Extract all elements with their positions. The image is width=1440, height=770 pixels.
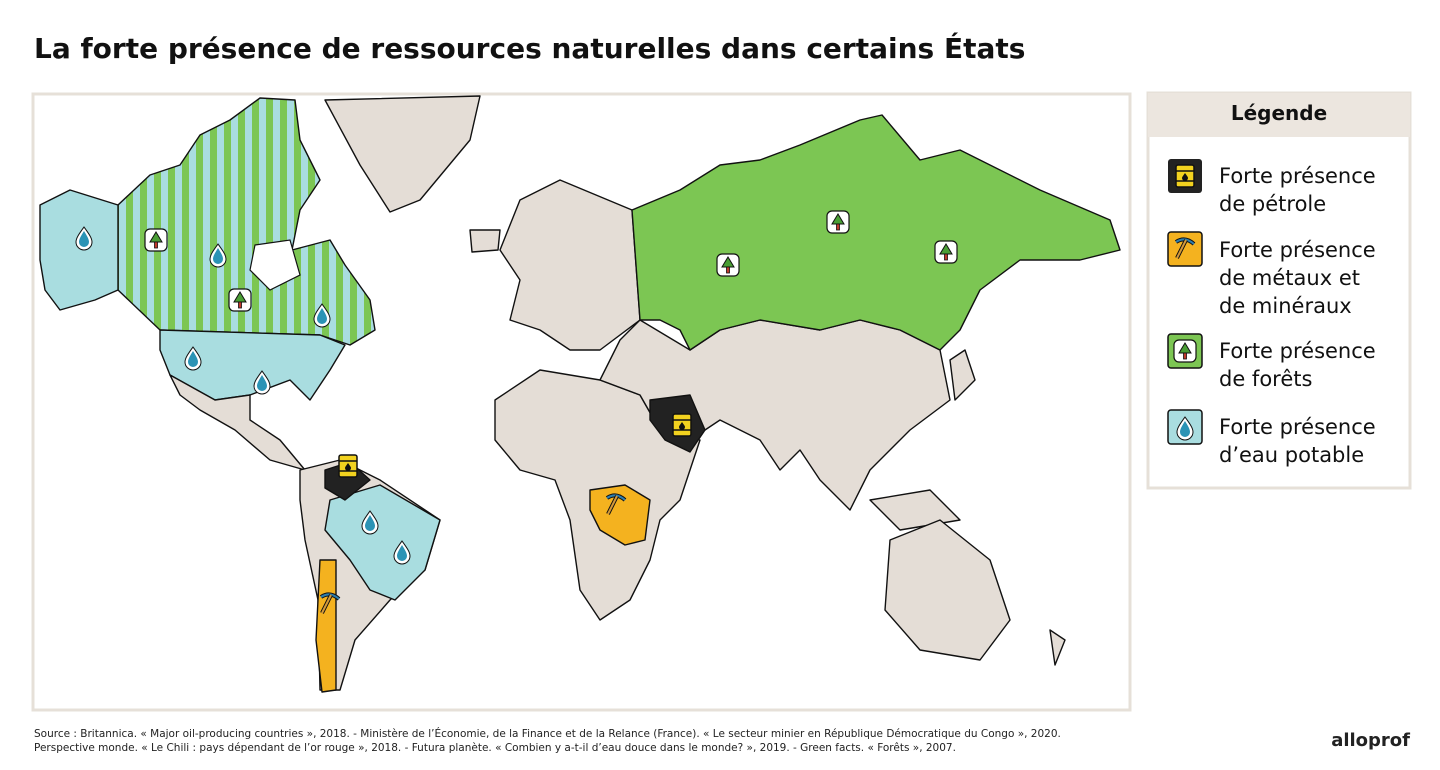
legend-line: d’eau potable bbox=[1219, 443, 1364, 467]
source-line: Source : Britannica. « Major oil-produci… bbox=[34, 727, 1061, 740]
legend-label: Forte présence d’eau potable bbox=[1219, 415, 1382, 467]
legend-line: de forêts bbox=[1219, 367, 1312, 391]
legend-line: Forte présence bbox=[1219, 415, 1376, 439]
map bbox=[31, 92, 1132, 712]
legend-line: Forte présence bbox=[1219, 164, 1376, 188]
legend-line: Forte présence bbox=[1219, 339, 1376, 363]
legend-label: Forte présence de pétrole bbox=[1219, 164, 1382, 216]
legend-line: de métaux et bbox=[1219, 266, 1360, 290]
legend-line: Forte présence bbox=[1219, 238, 1376, 262]
legend-line: de minéraux bbox=[1219, 294, 1352, 318]
title: La forte présence de ressources naturell… bbox=[34, 31, 1025, 65]
legend-label: Forte présence de forêts bbox=[1219, 339, 1382, 391]
logo: alloprof bbox=[1331, 730, 1410, 751]
source-line: Perspective monde. « Le Chili : pays dép… bbox=[34, 742, 956, 754]
legend-line: de pétrole bbox=[1219, 192, 1326, 216]
legend-label: Forte présence de métaux et de minéraux bbox=[1219, 238, 1382, 318]
legend: Légende Forte présence de pétrole Forte … bbox=[1146, 91, 1412, 490]
legend-title: Légende bbox=[1231, 101, 1327, 125]
